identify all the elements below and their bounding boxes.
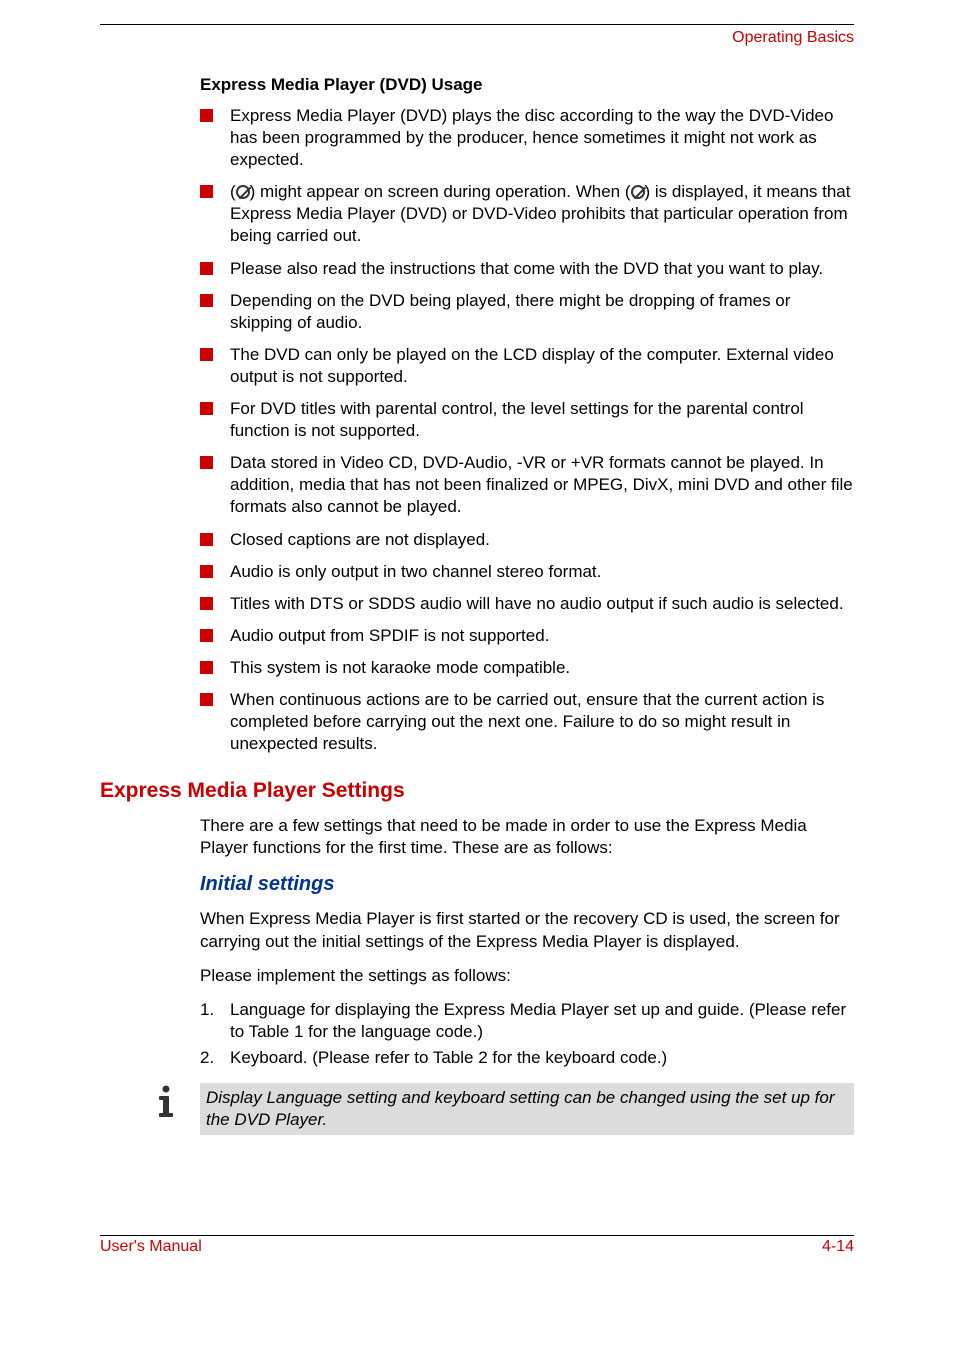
prohibit-icon: [631, 185, 645, 199]
bullet-text: For DVD titles with parental control, th…: [230, 399, 804, 440]
list-item: When continuous actions are to be carrie…: [200, 689, 854, 755]
bullet-text: Depending on the DVD being played, there…: [230, 291, 790, 332]
section-heading-usage: Express Media Player (DVD) Usage: [200, 75, 854, 95]
initial-paragraph-2: Please implement the settings as follows…: [200, 965, 854, 987]
item-text: Language for displaying the Express Medi…: [230, 1000, 846, 1041]
note-text: Display Language setting and keyboard se…: [200, 1083, 854, 1135]
list-item: The DVD can only be played on the LCD di…: [200, 344, 854, 388]
list-item: Depending on the DVD being played, there…: [200, 290, 854, 334]
section-heading-settings: Express Media Player Settings: [100, 779, 854, 803]
bullet-text: Titles with DTS or SDDS audio will have …: [230, 594, 844, 613]
bullet-text-part: ) might appear on screen during operatio…: [250, 182, 631, 201]
note-block: Display Language setting and keyboard se…: [148, 1083, 854, 1135]
footer-left: User's Manual: [100, 1238, 202, 1256]
bullet-text: Express Media Player (DVD) plays the dis…: [230, 106, 833, 169]
info-icon: [148, 1083, 200, 1124]
bullet-text: The DVD can only be played on the LCD di…: [230, 345, 834, 386]
bullet-text: Closed captions are not displayed.: [230, 530, 490, 549]
bullet-text: When continuous actions are to be carrie…: [230, 690, 824, 753]
list-item: Data stored in Video CD, DVD-Audio, -VR …: [200, 452, 854, 518]
bullet-text-part: (: [230, 182, 236, 201]
bullet-text: This system is not karaoke mode compatib…: [230, 658, 570, 677]
subsection-heading-initial: Initial settings: [200, 873, 854, 896]
list-item: Keyboard. (Please refer to Table 2 for t…: [200, 1047, 854, 1069]
list-item: This system is not karaoke mode compatib…: [200, 657, 854, 679]
list-item: ( ) might appear on screen during operati…: [200, 181, 854, 247]
list-item: For DVD titles with parental control, th…: [200, 398, 854, 442]
list-item: Express Media Player (DVD) plays the dis…: [200, 105, 854, 171]
bullet-text: Data stored in Video CD, DVD-Audio, -VR …: [230, 453, 853, 516]
list-item: Audio is only output in two channel ster…: [200, 561, 854, 583]
initial-settings-list: Language for displaying the Express Medi…: [200, 999, 854, 1069]
list-item: Please also read the instructions that c…: [200, 258, 854, 280]
header-rule: [100, 24, 854, 25]
header-section-label: Operating Basics: [100, 29, 854, 47]
prohibit-icon: [236, 185, 250, 199]
list-item: Audio output from SPDIF is not supported…: [200, 625, 854, 647]
initial-paragraph-1: When Express Media Player is first start…: [200, 908, 854, 952]
bullet-text: Audio is only output in two channel ster…: [230, 562, 601, 581]
item-text: Keyboard. (Please refer to Table 2 for t…: [230, 1048, 667, 1067]
list-item: Closed captions are not displayed.: [200, 529, 854, 551]
list-item: Language for displaying the Express Medi…: [200, 999, 854, 1043]
bullet-text: Please also read the instructions that c…: [230, 259, 823, 278]
settings-paragraph: There are a few settings that need to be…: [200, 815, 854, 859]
footer-page-number: 4-14: [822, 1238, 854, 1256]
list-item: Titles with DTS or SDDS audio will have …: [200, 593, 854, 615]
bullet-text: Audio output from SPDIF is not supported…: [230, 626, 549, 645]
usage-bullet-list: Express Media Player (DVD) plays the dis…: [200, 105, 854, 755]
page-footer: User's Manual 4-14: [100, 1235, 854, 1256]
